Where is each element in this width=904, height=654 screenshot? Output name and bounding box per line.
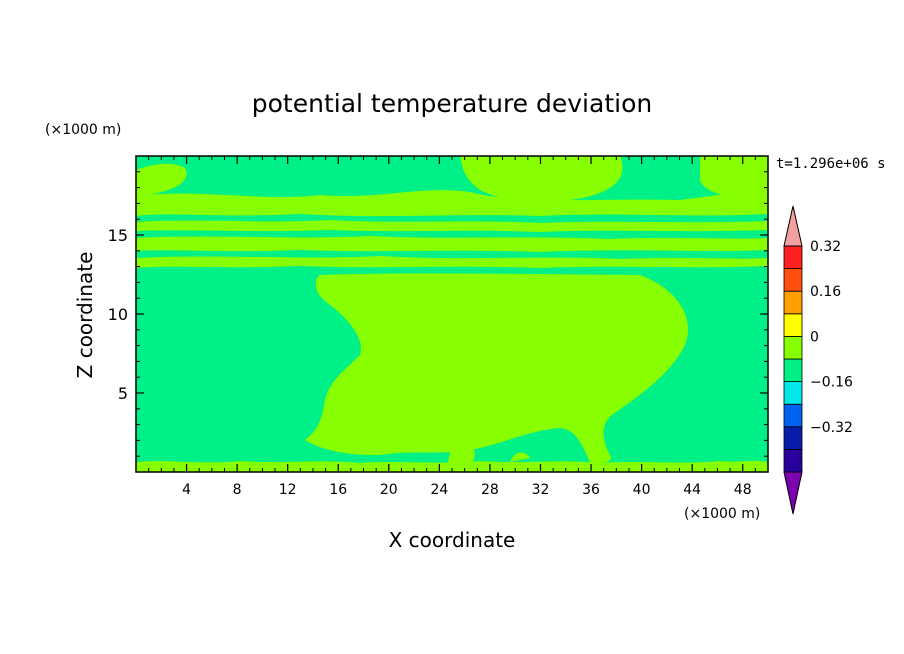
contour-field [136, 156, 768, 472]
colorbar-swatch [783, 245, 803, 270]
upper-layer [136, 163, 187, 196]
colorbar-label: −0.32 [810, 420, 853, 436]
upper-layer [136, 190, 768, 217]
y-axis: 5 10 15 [108, 171, 768, 457]
colorbar-swatch [783, 381, 803, 405]
x-tick-label: 28 [481, 482, 499, 498]
y-unit-label: (×1000 m) [45, 122, 121, 138]
warm-plume [305, 273, 688, 464]
surface-bump [510, 452, 530, 462]
x-tick-label: 8 [233, 482, 242, 498]
x-tick-label: 4 [182, 482, 191, 498]
y-tick-label: 5 [118, 384, 128, 403]
surface-bump [448, 440, 475, 466]
surface-band [136, 460, 768, 472]
colorbar-max-triangle [783, 205, 803, 247]
colorbar: −0.32 −0.16 0 0.16 0.32 [783, 205, 853, 515]
upper-layer [700, 156, 768, 197]
x-tick-label: 48 [734, 482, 752, 498]
x-tick-label: 32 [532, 482, 550, 498]
x-axis: 4 8 12 16 20 24 28 32 36 40 44 48 [148, 156, 756, 498]
upper-layer [460, 156, 623, 202]
colorbar-swatch [783, 426, 803, 450]
colorbar-swatch [783, 358, 803, 383]
upper-layer [136, 220, 768, 232]
x-axis-label: X coordinate [389, 528, 516, 552]
x-tick-label: 20 [380, 482, 398, 498]
colorbar-label: −0.16 [810, 375, 853, 391]
colorbar-swatch [783, 335, 803, 360]
upper-layer [136, 236, 768, 252]
colorbar-swatch [783, 313, 803, 337]
colorbar-label: 0.32 [810, 239, 841, 255]
x-tick-label: 36 [582, 482, 600, 498]
time-label: t=1.296e+06 s [776, 156, 886, 172]
x-tick-label: 12 [279, 482, 297, 498]
chart-title: potential temperature deviation [252, 89, 652, 118]
colorbar-label: 0.16 [810, 284, 841, 300]
x-unit-label: (×1000 m) [684, 506, 760, 522]
y-axis-label: Z coordinate [73, 252, 97, 379]
y-tick-label: 10 [108, 305, 128, 324]
colorbar-swatch [783, 448, 803, 473]
colorbar-min-triangle [783, 471, 803, 515]
upper-layer [136, 256, 768, 268]
x-tick-label: 44 [683, 482, 701, 498]
x-tick-label: 24 [430, 482, 448, 498]
colorbar-label: 0 [810, 329, 819, 345]
colorbar-swatch [783, 268, 803, 292]
x-tick-label: 40 [633, 482, 651, 498]
colorbar-swatch [783, 403, 803, 428]
colorbar-swatch [783, 290, 803, 315]
y-tick-label: 15 [108, 226, 128, 245]
x-tick-label: 16 [329, 482, 347, 498]
